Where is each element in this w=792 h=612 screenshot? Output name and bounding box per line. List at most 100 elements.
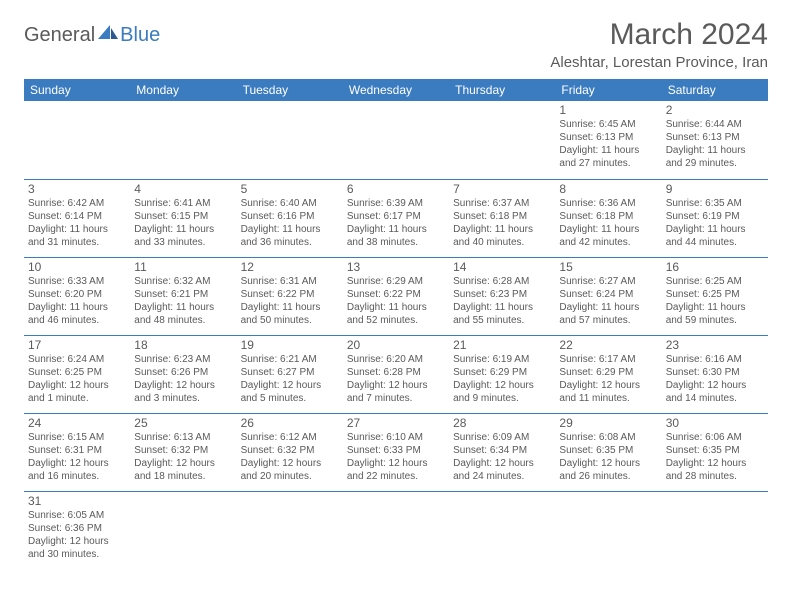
sunset-text: Sunset: 6:34 PM xyxy=(453,444,551,457)
day-number: 7 xyxy=(453,182,551,196)
daylight-text: Daylight: 12 hours and 9 minutes. xyxy=(453,379,551,405)
calendar-cell: 1Sunrise: 6:45 AMSunset: 6:13 PMDaylight… xyxy=(555,101,661,179)
brand-blue: Blue xyxy=(120,24,160,47)
calendar-cell: 24Sunrise: 6:15 AMSunset: 6:31 PMDayligh… xyxy=(24,413,130,491)
calendar-cell: 21Sunrise: 6:19 AMSunset: 6:29 PMDayligh… xyxy=(449,335,555,413)
daylight-text: Daylight: 12 hours and 30 minutes. xyxy=(28,535,126,561)
sunrise-text: Sunrise: 6:20 AM xyxy=(347,353,445,366)
sunrise-text: Sunrise: 6:09 AM xyxy=(453,431,551,444)
daylight-text: Daylight: 12 hours and 14 minutes. xyxy=(666,379,764,405)
daylight-text: Daylight: 11 hours and 29 minutes. xyxy=(666,144,764,170)
calendar-cell: 23Sunrise: 6:16 AMSunset: 6:30 PMDayligh… xyxy=(662,335,768,413)
calendar-cell-empty xyxy=(237,491,343,569)
calendar-cell: 18Sunrise: 6:23 AMSunset: 6:26 PMDayligh… xyxy=(130,335,236,413)
day-info: Sunrise: 6:33 AMSunset: 6:20 PMDaylight:… xyxy=(28,275,126,327)
sunrise-text: Sunrise: 6:28 AM xyxy=(453,275,551,288)
sunrise-text: Sunrise: 6:13 AM xyxy=(134,431,232,444)
day-number: 8 xyxy=(559,182,657,196)
day-info: Sunrise: 6:44 AMSunset: 6:13 PMDaylight:… xyxy=(666,118,764,170)
day-info: Sunrise: 6:28 AMSunset: 6:23 PMDaylight:… xyxy=(453,275,551,327)
title-block: March 2024 Aleshtar, Lorestan Province, … xyxy=(550,18,768,71)
day-number: 26 xyxy=(241,416,339,430)
sunset-text: Sunset: 6:17 PM xyxy=(347,210,445,223)
day-info: Sunrise: 6:42 AMSunset: 6:14 PMDaylight:… xyxy=(28,197,126,249)
calendar-cell-empty xyxy=(237,101,343,179)
calendar-cell: 31Sunrise: 6:05 AMSunset: 6:36 PMDayligh… xyxy=(24,491,130,569)
sunrise-text: Sunrise: 6:29 AM xyxy=(347,275,445,288)
daylight-text: Daylight: 12 hours and 16 minutes. xyxy=(28,457,126,483)
daylight-text: Daylight: 11 hours and 33 minutes. xyxy=(134,223,232,249)
day-number: 2 xyxy=(666,103,764,117)
daylight-text: Daylight: 11 hours and 40 minutes. xyxy=(453,223,551,249)
calendar-cell: 27Sunrise: 6:10 AMSunset: 6:33 PMDayligh… xyxy=(343,413,449,491)
daylight-text: Daylight: 12 hours and 3 minutes. xyxy=(134,379,232,405)
day-info: Sunrise: 6:15 AMSunset: 6:31 PMDaylight:… xyxy=(28,431,126,483)
sunrise-text: Sunrise: 6:32 AM xyxy=(134,275,232,288)
sunset-text: Sunset: 6:28 PM xyxy=(347,366,445,379)
day-number: 25 xyxy=(134,416,232,430)
daylight-text: Daylight: 11 hours and 46 minutes. xyxy=(28,301,126,327)
day-info: Sunrise: 6:06 AMSunset: 6:35 PMDaylight:… xyxy=(666,431,764,483)
day-number: 22 xyxy=(559,338,657,352)
day-info: Sunrise: 6:35 AMSunset: 6:19 PMDaylight:… xyxy=(666,197,764,249)
weekday-header: Monday xyxy=(130,79,236,101)
calendar-header: SundayMondayTuesdayWednesdayThursdayFrid… xyxy=(24,79,768,101)
day-info: Sunrise: 6:40 AMSunset: 6:16 PMDaylight:… xyxy=(241,197,339,249)
sunrise-text: Sunrise: 6:25 AM xyxy=(666,275,764,288)
sunset-text: Sunset: 6:25 PM xyxy=(666,288,764,301)
brand-logo: General Blue xyxy=(24,24,160,47)
calendar-row: 31Sunrise: 6:05 AMSunset: 6:36 PMDayligh… xyxy=(24,491,768,569)
day-number: 18 xyxy=(134,338,232,352)
calendar-cell: 29Sunrise: 6:08 AMSunset: 6:35 PMDayligh… xyxy=(555,413,661,491)
day-info: Sunrise: 6:12 AMSunset: 6:32 PMDaylight:… xyxy=(241,431,339,483)
page-header: General Blue March 2024 Aleshtar, Lorest… xyxy=(24,18,768,71)
sunset-text: Sunset: 6:31 PM xyxy=(28,444,126,457)
month-title: March 2024 xyxy=(550,18,768,52)
calendar-cell-empty xyxy=(130,101,236,179)
day-info: Sunrise: 6:13 AMSunset: 6:32 PMDaylight:… xyxy=(134,431,232,483)
day-number: 9 xyxy=(666,182,764,196)
sunset-text: Sunset: 6:18 PM xyxy=(559,210,657,223)
calendar-row: 1Sunrise: 6:45 AMSunset: 6:13 PMDaylight… xyxy=(24,101,768,179)
sunrise-text: Sunrise: 6:05 AM xyxy=(28,509,126,522)
sunrise-text: Sunrise: 6:31 AM xyxy=(241,275,339,288)
daylight-text: Daylight: 12 hours and 18 minutes. xyxy=(134,457,232,483)
day-number: 20 xyxy=(347,338,445,352)
daylight-text: Daylight: 11 hours and 27 minutes. xyxy=(559,144,657,170)
weekday-header: Sunday xyxy=(24,79,130,101)
day-number: 17 xyxy=(28,338,126,352)
daylight-text: Daylight: 12 hours and 28 minutes. xyxy=(666,457,764,483)
day-info: Sunrise: 6:37 AMSunset: 6:18 PMDaylight:… xyxy=(453,197,551,249)
calendar-cell: 28Sunrise: 6:09 AMSunset: 6:34 PMDayligh… xyxy=(449,413,555,491)
daylight-text: Daylight: 11 hours and 52 minutes. xyxy=(347,301,445,327)
day-info: Sunrise: 6:39 AMSunset: 6:17 PMDaylight:… xyxy=(347,197,445,249)
daylight-text: Daylight: 12 hours and 22 minutes. xyxy=(347,457,445,483)
sunset-text: Sunset: 6:19 PM xyxy=(666,210,764,223)
day-number: 28 xyxy=(453,416,551,430)
calendar-cell: 30Sunrise: 6:06 AMSunset: 6:35 PMDayligh… xyxy=(662,413,768,491)
calendar-cell: 11Sunrise: 6:32 AMSunset: 6:21 PMDayligh… xyxy=(130,257,236,335)
day-info: Sunrise: 6:08 AMSunset: 6:35 PMDaylight:… xyxy=(559,431,657,483)
daylight-text: Daylight: 11 hours and 44 minutes. xyxy=(666,223,764,249)
day-number: 24 xyxy=(28,416,126,430)
calendar-row: 3Sunrise: 6:42 AMSunset: 6:14 PMDaylight… xyxy=(24,179,768,257)
weekday-header: Tuesday xyxy=(237,79,343,101)
sunrise-text: Sunrise: 6:37 AM xyxy=(453,197,551,210)
sunset-text: Sunset: 6:33 PM xyxy=(347,444,445,457)
daylight-text: Daylight: 12 hours and 1 minute. xyxy=(28,379,126,405)
calendar-cell: 9Sunrise: 6:35 AMSunset: 6:19 PMDaylight… xyxy=(662,179,768,257)
sunrise-text: Sunrise: 6:23 AM xyxy=(134,353,232,366)
weekday-header: Friday xyxy=(555,79,661,101)
sunset-text: Sunset: 6:18 PM xyxy=(453,210,551,223)
sunrise-text: Sunrise: 6:44 AM xyxy=(666,118,764,131)
calendar-cell-empty xyxy=(343,491,449,569)
calendar-cell-empty xyxy=(343,101,449,179)
sunset-text: Sunset: 6:35 PM xyxy=(559,444,657,457)
daylight-text: Daylight: 11 hours and 50 minutes. xyxy=(241,301,339,327)
sunrise-text: Sunrise: 6:45 AM xyxy=(559,118,657,131)
day-number: 30 xyxy=(666,416,764,430)
day-number: 31 xyxy=(28,494,126,508)
sunset-text: Sunset: 6:25 PM xyxy=(28,366,126,379)
calendar-cell-empty xyxy=(662,491,768,569)
sunrise-text: Sunrise: 6:42 AM xyxy=(28,197,126,210)
